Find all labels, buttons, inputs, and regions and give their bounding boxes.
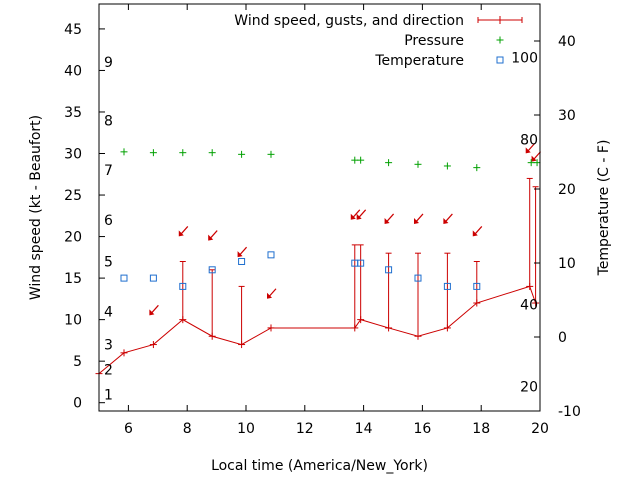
x-tick-label: 12 <box>296 421 314 437</box>
wind-direction-arrow-head <box>443 217 449 224</box>
y-tick-label-left: 20 <box>64 230 82 246</box>
wind-direction-arrow-head <box>472 230 478 237</box>
wind-direction-arrow-head <box>531 155 537 162</box>
y-axis-title-right: Temperature (C - F) <box>596 140 612 277</box>
temperature-point <box>414 274 422 282</box>
wind-direction-arrow-head <box>178 230 184 237</box>
wind-direction-arrow-head <box>525 147 531 154</box>
wind-direction-arrow-head <box>237 251 243 258</box>
temperature-point <box>267 251 275 259</box>
wind-speed-line <box>98 285 537 375</box>
temperature-point <box>473 282 481 290</box>
fahrenheit-label: 100 <box>511 50 538 66</box>
beaufort-label: 8 <box>104 113 113 129</box>
temperature-point <box>443 282 451 290</box>
temperature-point <box>238 257 246 265</box>
y-tick-label-right: 10 <box>558 256 576 272</box>
y-tick-label-left: 0 <box>73 396 82 412</box>
y-tick-label-left: 35 <box>64 105 82 121</box>
x-tick-label: 18 <box>472 421 490 437</box>
x-axis-title: Local time (America/New_York) <box>211 458 428 474</box>
beaufort-label: 1 <box>104 387 113 403</box>
y-tick-label-right: -10 <box>558 404 581 420</box>
y-tick-label-left: 10 <box>64 313 82 329</box>
y-tick-label-left: 30 <box>64 147 82 163</box>
fahrenheit-label: 80 <box>520 132 538 148</box>
legend-label: Pressure <box>404 33 464 49</box>
fahrenheit-label: 40 <box>520 297 538 313</box>
y-axis-title-left: Wind speed (kt - Beaufort) <box>28 115 44 300</box>
axes-layer: 6 8 10 12 14 16 18 20051015202530354045-1001020… <box>64 4 581 437</box>
temperature-point <box>120 274 128 282</box>
legend-label: Wind speed, gusts, and direction <box>234 13 464 29</box>
beaufort-label: 6 <box>104 213 113 229</box>
temperature-point <box>179 282 187 290</box>
wind-direction-arrow-head <box>384 217 390 224</box>
x-tick-label: 6 <box>124 421 133 437</box>
x-tick-label: 8 <box>183 421 192 437</box>
beaufort-label: 2 <box>104 362 113 378</box>
temperature-point <box>208 266 216 274</box>
beaufort-label: 4 <box>104 304 113 320</box>
beaufort-label: 9 <box>104 55 113 71</box>
wind-direction-arrow-head <box>413 217 419 224</box>
legend-label: Temperature <box>374 53 464 69</box>
wind-direction-arrow-head <box>356 213 362 220</box>
beaufort-label: 5 <box>104 254 113 270</box>
y-tick-label-left: 25 <box>64 188 82 204</box>
y-tick-label-right: 30 <box>558 108 576 124</box>
legend-swatch-temperature <box>496 56 504 64</box>
y-tick-label-left: 45 <box>64 22 82 38</box>
x-tick-label: 20 <box>531 421 549 437</box>
wind-direction-arrow-head <box>208 234 214 241</box>
y-tick-label-right: 20 <box>558 182 576 198</box>
temperature-point <box>149 274 157 282</box>
x-tick-label: 10 <box>237 421 255 437</box>
fahrenheit-label: 20 <box>520 380 538 396</box>
wind-direction-arrow-head <box>266 292 272 299</box>
wind-direction-arrow-head <box>149 309 155 316</box>
beaufort-label: 3 <box>104 338 113 354</box>
beaufort-label: 7 <box>104 163 113 179</box>
wind-direction-arrow-head <box>350 213 356 220</box>
x-tick-label: 14 <box>355 421 373 437</box>
temperature-point <box>357 259 365 267</box>
x-tick-label: 16 <box>413 421 431 437</box>
y-tick-label-left: 15 <box>64 271 82 287</box>
series-layer <box>95 142 542 378</box>
plot-frame <box>98 3 541 412</box>
temperature-point <box>385 266 393 274</box>
y-tick-label-right: 40 <box>558 34 576 50</box>
legend: Wind speed, gusts, and direction Pressure… <box>234 13 523 69</box>
y-tick-label-left: 5 <box>73 354 82 370</box>
y-tick-label-right: 0 <box>558 330 567 346</box>
y-tick-label-left: 40 <box>64 63 82 79</box>
